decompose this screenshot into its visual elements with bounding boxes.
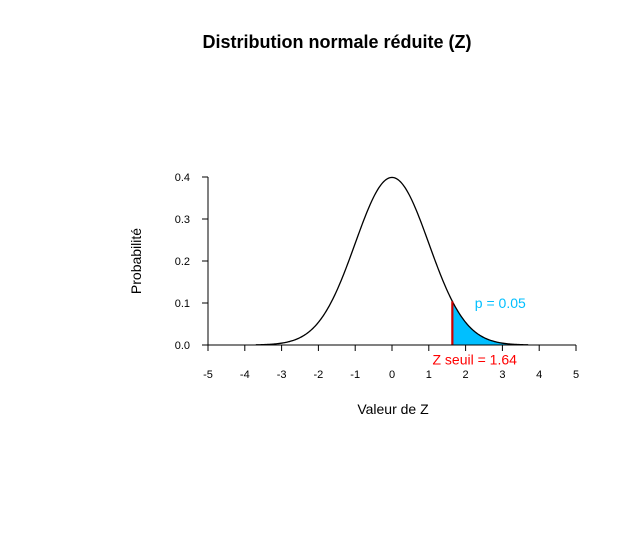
x-tick-label: 4 [536,369,542,381]
x-tick-label: 1 [426,369,432,381]
x-tick-label: 2 [463,369,469,381]
x-tick-label: 5 [573,369,579,381]
x-tick-label: -1 [350,369,360,381]
curve-layer [255,176,529,346]
x-tick-label: -5 [203,369,213,381]
density-curve-0 [255,176,529,346]
x-tick-label: 3 [499,369,505,381]
y-tick-label: 0.1 [175,298,190,310]
x-tick-label: -3 [277,369,287,381]
x-axis-label: Valeur de Z [357,401,429,417]
p-value-annotation: p = 0.05 [475,295,526,311]
x-axis: -5 -4 -3 -2 -1 0 1 2 3 4 5 [203,344,579,381]
shade-layer [452,301,529,345]
y-tick-label: 0.3 [175,214,190,226]
shaded-tail-area [452,301,529,345]
y-tick-label: 0.0 [175,340,190,352]
z-threshold-annotation: Z seuil = 1.64 [432,352,517,368]
y-axis-label: Probabilité [128,228,144,294]
x-tick-label: 0 [389,369,395,381]
chart-title: Distribution normale réduite (Z) [202,32,471,52]
x-tick-label: -4 [240,369,250,381]
x-tick-label: -2 [314,369,324,381]
y-axis: 0.0 0.1 0.2 0.3 0.4 [175,172,209,352]
y-tick-label: 0.2 [175,256,190,268]
y-tick-label: 0.4 [175,172,190,184]
